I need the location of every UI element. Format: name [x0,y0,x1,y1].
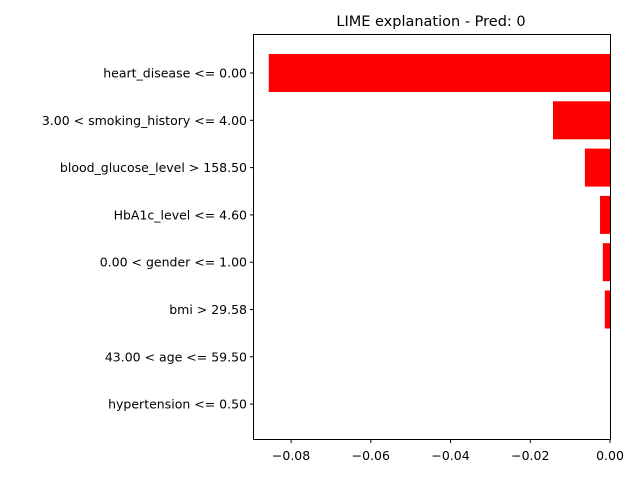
y-tick-label-6: 43.00 < age <= 59.50 [105,349,247,364]
x-tick-label-1: −0.06 [352,448,390,463]
x-tick-label-3: −0.02 [511,448,549,463]
bar-5 [604,290,610,329]
plot-frame [253,34,611,440]
y-tick-label-3: HbA1c_level <= 4.60 [114,207,247,222]
bar-4 [602,243,610,282]
chart-title: LIME explanation - Pred: 0 [336,14,525,30]
x-tick-label-2: −0.04 [431,448,469,463]
y-tick-label-2: blood_glucose_level > 158.50 [60,160,247,175]
y-tick-label-7: hypertension <= 0.50 [108,397,247,412]
y-axis-ticks: heart_disease <= 0.00 3.00 < smoking_hist… [42,66,254,412]
x-tick-label-4: 0.00 [596,448,624,463]
y-tick-label-1: 3.00 < smoking_history <= 4.00 [42,113,247,128]
x-tick-label-0: −0.08 [272,448,310,463]
bars-group [268,54,610,329]
y-tick-label-5: bmi > 29.58 [169,302,247,317]
x-axis-ticks: −0.08 −0.06 −0.04 −0.02 0.00 [272,439,624,463]
y-tick-label-4: 0.00 < gender <= 1.00 [100,255,247,270]
bar-1 [552,101,610,140]
bar-0 [268,54,610,92]
bar-2 [584,148,610,187]
y-tick-label-0: heart_disease <= 0.00 [103,66,247,81]
bar-3 [600,195,610,234]
